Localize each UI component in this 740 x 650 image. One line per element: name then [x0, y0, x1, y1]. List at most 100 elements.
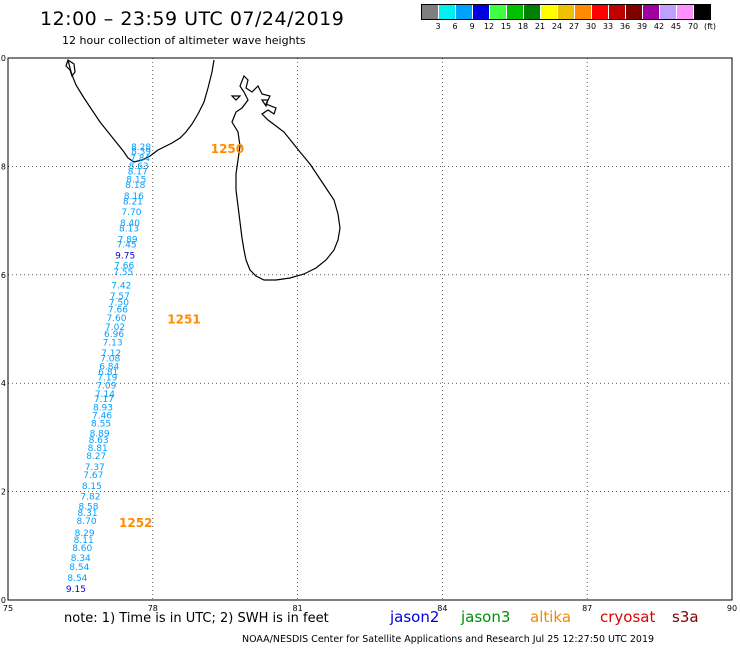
legend-swatch	[439, 5, 456, 19]
coastline	[65, 59, 341, 281]
wave-height-value: 8.13	[119, 224, 139, 234]
legend-label: 12	[483, 22, 495, 31]
credit-line: NOAA/NESDIS Center for Satellite Applica…	[242, 634, 655, 645]
wave-height-value: 8.70	[77, 517, 97, 527]
legend-swatch	[609, 5, 626, 19]
page-subtitle: 12 hour collection of altimeter wave hei…	[62, 34, 306, 47]
legend-label: 70	[687, 22, 699, 31]
wave-height-value: 8.27	[86, 452, 106, 462]
legend-swatch	[643, 5, 660, 19]
legend-label: 33	[602, 22, 614, 31]
island-detail	[230, 95, 242, 101]
wave-height-value: 7.84	[130, 154, 150, 164]
wave-height-value: 7.50	[109, 299, 129, 309]
legend-swatch	[490, 5, 507, 19]
wave-height-value: 8.34	[71, 554, 91, 564]
x-tick-label: 81	[293, 604, 303, 613]
color-legend: 3 6 9 12 15 18 21 24 27 30 33 36 39 42 45 70 (ft)	[421, 4, 716, 34]
x-tick-label: 84	[437, 604, 447, 613]
wave-height-value: 7.19	[97, 373, 117, 383]
wave-height-value: 9.75	[115, 252, 135, 262]
legend-label: 42	[653, 22, 665, 31]
legend-label: 18	[517, 22, 529, 31]
y-tick-label: 6	[1, 271, 6, 280]
wave-height-value: 8.54	[67, 574, 87, 584]
wave-height-value: 7.66	[114, 261, 134, 271]
wave-height-value: 7.67	[83, 471, 103, 481]
legend-swatch	[473, 5, 490, 19]
wave-height-value: 8.21	[123, 197, 143, 207]
wave-height-value: 7.08	[100, 355, 120, 365]
footnote: note: 1) Time is in UTC; 2) SWH is in fe…	[64, 611, 329, 626]
legend-swatches	[421, 4, 711, 20]
india-coastline-detail	[65, 59, 76, 78]
wave-height-value: 8.55	[91, 420, 111, 430]
y-tick-label: 2	[1, 488, 6, 497]
wave-height-value: 8.17	[128, 168, 148, 178]
wave-height-value: 8.15	[82, 482, 102, 492]
wave-height-value: 7.17	[94, 395, 114, 405]
wave-height-value: 8.89	[90, 429, 110, 439]
wave-height-value: 8.63	[89, 436, 109, 446]
y-tick-label: 0	[1, 596, 6, 605]
legend-labels: 3 6 9 12 15 18 21 24 27 30 33 36 39 42 45 70 (ft)	[421, 20, 716, 34]
wave-height-value: 8.31	[78, 509, 98, 519]
legend-label: 36	[619, 22, 631, 31]
pass-number: 1252	[119, 516, 152, 530]
wave-height-value: 8.11	[74, 536, 94, 546]
legend-swatch	[422, 5, 439, 19]
legend-swatch	[575, 5, 592, 19]
legend-label: 15	[500, 22, 512, 31]
island-detail	[260, 99, 269, 108]
wave-height-value: 7.66	[108, 306, 128, 316]
india-coastline	[67, 59, 215, 163]
satellite-name-altika: altika	[530, 608, 572, 626]
wave-height-value: 8.60	[72, 544, 92, 554]
y-tick-label: 4	[1, 379, 6, 388]
wave-height-value: 7.09	[96, 382, 116, 392]
wave-height-value: 7.45	[117, 241, 137, 251]
legend-swatch	[524, 5, 541, 19]
wave-height-value: 8.54	[69, 563, 89, 573]
legend-label: 45	[670, 22, 682, 31]
wave-height-value: 7.13	[103, 338, 123, 348]
wave-height-value: 6.81	[98, 368, 118, 378]
legend-swatch	[592, 5, 609, 19]
legend-swatch	[677, 5, 694, 19]
pass-number: 1251	[167, 313, 200, 327]
satellite-name-jason2: jason2	[390, 608, 440, 626]
legend-label: 24	[551, 22, 563, 31]
satellite-name-cryosat: cryosat	[600, 608, 656, 626]
wave-height-value: 8.28	[131, 143, 151, 153]
satellite-name-jason3: jason3	[461, 608, 511, 626]
legend-label: 3	[435, 22, 441, 31]
map-frame	[7, 57, 733, 601]
legend-label: 21	[534, 22, 546, 31]
x-tick-label: 75	[3, 604, 13, 613]
legend-label: 30	[585, 22, 597, 31]
wave-height-value: 7.14	[95, 390, 115, 400]
x-tick-label: 78	[148, 604, 158, 613]
page-title: 12:00 – 23:59 UTC 07/24/2019	[40, 8, 345, 30]
legend-swatch	[660, 5, 677, 19]
legend-label: 6	[452, 22, 458, 31]
pass-number: 1250	[211, 142, 244, 156]
wave-height-value: 6.84	[99, 363, 119, 373]
wave-height-value: 8.15	[126, 176, 146, 186]
wave-height-value: 7.82	[80, 493, 100, 503]
wave-height-value: 7.42	[111, 281, 131, 291]
legend-swatch	[507, 5, 524, 19]
sri-lanka-coastline	[231, 74, 341, 281]
pass-labels: 1250 1251 1252	[119, 142, 244, 530]
wave-height-value: 8.58	[78, 502, 98, 512]
wave-height-value: 7.55	[113, 268, 133, 278]
x-tick-label: 90	[727, 604, 737, 613]
wave-height-value: 8.40	[120, 219, 140, 229]
satellite-name-s3a: s3a	[672, 608, 699, 626]
y-tick-label: 8	[1, 162, 6, 171]
wave-height-value: 6.96	[104, 330, 124, 340]
legend-swatch	[694, 5, 710, 19]
wave-height-value: 7.57	[110, 292, 130, 302]
wave-height-value: 7.70	[121, 208, 141, 218]
